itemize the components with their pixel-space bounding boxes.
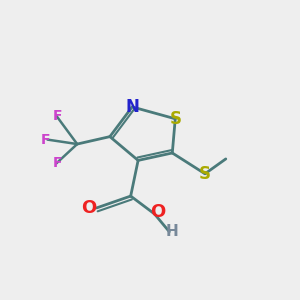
Text: F: F — [53, 156, 63, 170]
Text: S: S — [199, 165, 211, 183]
Text: O: O — [150, 203, 166, 221]
Text: N: N — [125, 98, 139, 116]
Text: S: S — [169, 110, 181, 128]
Text: H: H — [166, 224, 179, 239]
Text: F: F — [41, 133, 51, 147]
Text: O: O — [81, 199, 97, 217]
Text: F: F — [53, 109, 63, 123]
